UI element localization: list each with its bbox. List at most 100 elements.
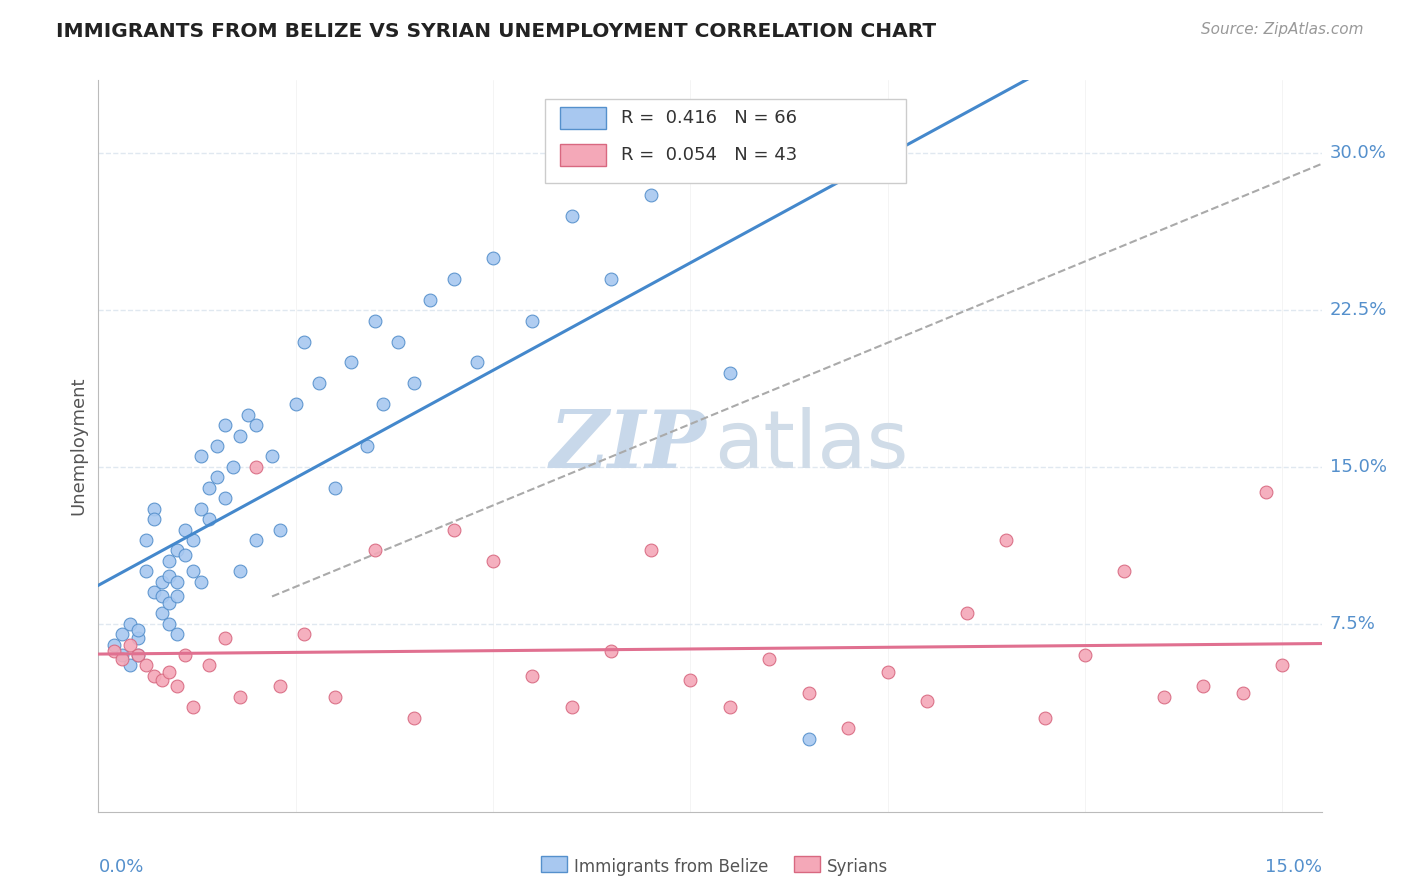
Y-axis label: Unemployment: Unemployment bbox=[69, 376, 87, 516]
Point bbox=[159, 616, 181, 631]
Point bbox=[758, 652, 780, 666]
Point bbox=[371, 397, 394, 411]
Point bbox=[229, 690, 252, 704]
Point bbox=[142, 669, 165, 683]
Point bbox=[363, 313, 385, 327]
Point bbox=[166, 543, 188, 558]
Text: R =  0.416   N = 66: R = 0.416 N = 66 bbox=[620, 110, 797, 128]
Point bbox=[797, 731, 820, 746]
Point bbox=[229, 565, 252, 579]
Point bbox=[284, 397, 307, 411]
Text: Syrians: Syrians bbox=[827, 858, 889, 876]
Point bbox=[465, 355, 488, 369]
Point bbox=[142, 585, 165, 599]
Point bbox=[340, 355, 363, 369]
Point bbox=[181, 700, 204, 714]
Point bbox=[245, 533, 267, 547]
Point bbox=[640, 188, 662, 202]
Point bbox=[181, 565, 204, 579]
Point bbox=[876, 665, 898, 679]
Point bbox=[214, 491, 236, 506]
Point bbox=[718, 366, 741, 380]
Point bbox=[1256, 485, 1278, 500]
Point bbox=[198, 658, 221, 673]
Point bbox=[1232, 685, 1254, 699]
Point bbox=[292, 627, 315, 641]
Point bbox=[323, 481, 346, 495]
Point bbox=[198, 481, 221, 495]
Point bbox=[205, 470, 228, 484]
Text: R =  0.054   N = 43: R = 0.054 N = 43 bbox=[620, 146, 797, 164]
Point bbox=[103, 638, 125, 652]
Point bbox=[269, 523, 291, 537]
Point bbox=[214, 418, 236, 433]
Point bbox=[135, 658, 157, 673]
Point bbox=[135, 565, 157, 579]
Text: 22.5%: 22.5% bbox=[1330, 301, 1386, 319]
Point bbox=[797, 685, 820, 699]
Point bbox=[205, 439, 228, 453]
Point bbox=[142, 501, 165, 516]
Bar bbox=[560, 144, 606, 166]
Point bbox=[994, 533, 1017, 547]
Point bbox=[718, 700, 741, 714]
Point bbox=[363, 543, 385, 558]
Point bbox=[190, 501, 212, 516]
Point bbox=[443, 272, 465, 286]
Point bbox=[118, 658, 141, 673]
Point bbox=[356, 439, 378, 453]
Point bbox=[127, 632, 149, 646]
Text: Source: ZipAtlas.com: Source: ZipAtlas.com bbox=[1201, 22, 1364, 37]
Point bbox=[103, 644, 125, 658]
Point bbox=[127, 623, 149, 637]
Point bbox=[111, 652, 134, 666]
Point bbox=[522, 669, 544, 683]
Point bbox=[166, 574, 188, 589]
Point bbox=[214, 632, 236, 646]
Text: atlas: atlas bbox=[714, 407, 908, 485]
Point bbox=[955, 606, 977, 620]
Point bbox=[561, 209, 583, 223]
Point bbox=[150, 606, 173, 620]
Point bbox=[600, 644, 623, 658]
Point bbox=[245, 459, 267, 474]
Point bbox=[1035, 711, 1057, 725]
Point bbox=[221, 459, 243, 474]
Point bbox=[640, 543, 662, 558]
Point bbox=[174, 648, 197, 662]
Point bbox=[229, 428, 252, 442]
Point bbox=[292, 334, 315, 349]
Text: 7.5%: 7.5% bbox=[1330, 615, 1375, 632]
Point bbox=[837, 721, 859, 735]
Point bbox=[1271, 658, 1294, 673]
Point bbox=[150, 673, 173, 687]
Point bbox=[482, 251, 505, 265]
Point bbox=[174, 548, 197, 562]
Point bbox=[118, 616, 141, 631]
Point bbox=[159, 568, 181, 582]
Point bbox=[127, 648, 149, 662]
Point bbox=[142, 512, 165, 526]
Point bbox=[482, 554, 505, 568]
Point bbox=[111, 627, 134, 641]
Point bbox=[159, 596, 181, 610]
Point bbox=[166, 679, 188, 693]
Point bbox=[198, 512, 221, 526]
Bar bbox=[560, 107, 606, 129]
Point bbox=[419, 293, 441, 307]
Point bbox=[522, 313, 544, 327]
Text: 0.0%: 0.0% bbox=[98, 858, 143, 876]
Point bbox=[387, 334, 409, 349]
Point bbox=[308, 376, 330, 391]
Point bbox=[561, 700, 583, 714]
Point bbox=[150, 574, 173, 589]
Point bbox=[245, 418, 267, 433]
Point bbox=[150, 590, 173, 604]
Text: IMMIGRANTS FROM BELIZE VS SYRIAN UNEMPLOYMENT CORRELATION CHART: IMMIGRANTS FROM BELIZE VS SYRIAN UNEMPLO… bbox=[56, 22, 936, 41]
Point bbox=[404, 711, 426, 725]
Point bbox=[166, 590, 188, 604]
Point bbox=[915, 694, 938, 708]
Text: ZIP: ZIP bbox=[550, 408, 706, 484]
Point bbox=[679, 673, 702, 687]
FancyBboxPatch shape bbox=[546, 99, 905, 183]
